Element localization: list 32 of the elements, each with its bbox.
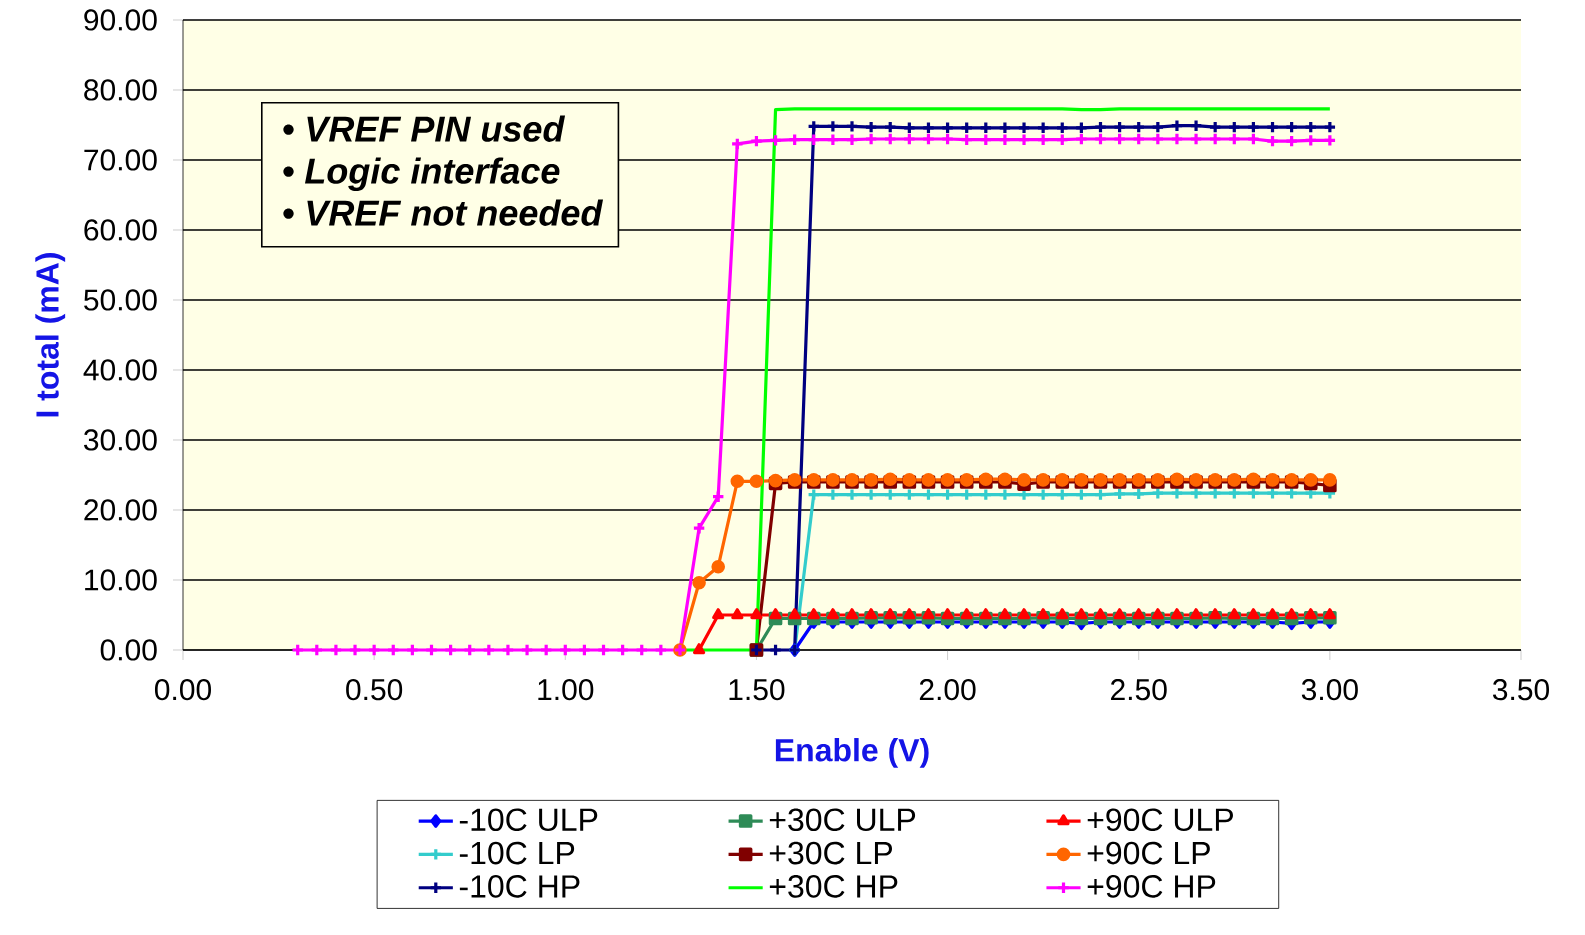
legend-label: -10C HP [459,875,580,898]
legend-label: +90C LP [1087,841,1210,865]
y-tick-label: 10.00 [85,569,157,591]
x-tick-label: 0.00 [154,679,211,701]
legend-label: +30C ULP [769,808,916,832]
y-tick-label: 80.00 [84,79,157,101]
x-tick-label: 0.50 [346,679,403,701]
legend-label: -10C ULP [459,808,598,832]
y-tick-label: 20.00 [84,499,157,521]
legend-label: +30C LP [769,841,892,865]
legend-label: +30C HP [769,875,898,898]
x-tick-label: 3.00 [1301,679,1358,701]
y-tick-label: 50.00 [84,289,157,311]
x-tick-label: 3.50 [1492,679,1550,701]
annotation: • VREF PIN used [283,115,566,142]
legend-label: +90C HP [1087,875,1216,898]
x-tick-label: 2.50 [1111,679,1167,701]
y-tick-label: 30.00 [83,429,157,451]
annotation: • VREF not needed [283,199,604,226]
x-axis-title: Enable (V) [775,738,929,768]
y-tick-label: 0.00 [100,639,157,661]
y-tick-label: 60.00 [84,219,157,241]
legend-label: +90C ULP [1087,808,1233,832]
annotation: • Logic interface [283,157,560,191]
x-tick-label: 1.50 [729,679,785,701]
y-tick-label: 40.00 [83,359,157,381]
y-tick-label: 90.00 [84,9,157,31]
y-axis-title: I total (mA) [35,253,66,417]
x-tick-label: 1.00 [538,679,594,701]
x-tick-label: 2.00 [919,679,976,701]
y-tick-label: 70.00 [84,149,157,171]
legend-label: -10C LP [459,841,575,865]
